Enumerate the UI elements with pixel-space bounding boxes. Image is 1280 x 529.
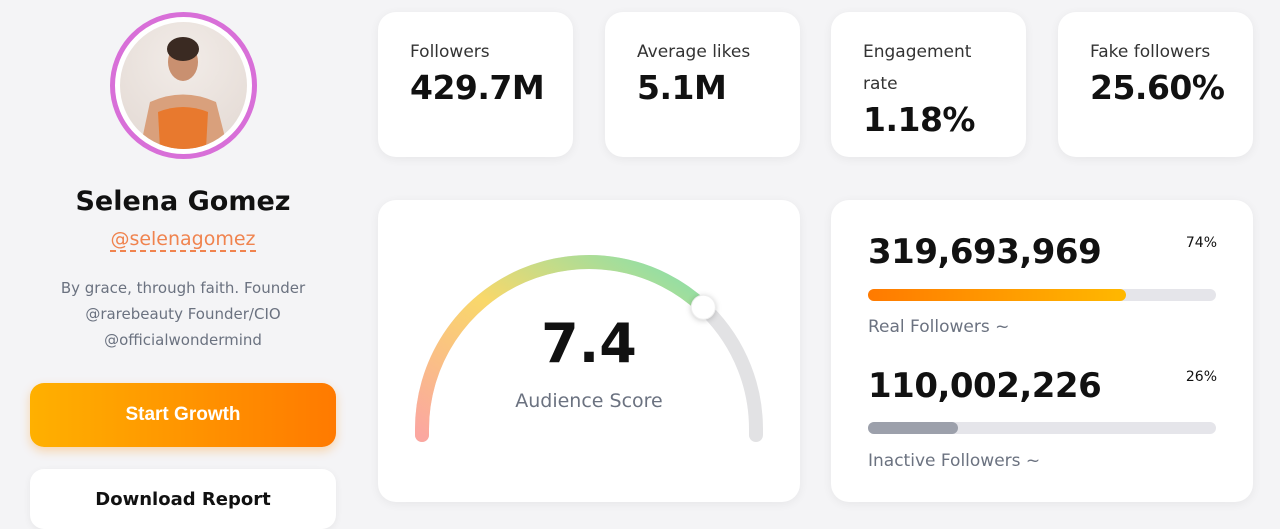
audience-score-value: 7.4 bbox=[541, 312, 637, 375]
bio-line: @officialwondermind bbox=[104, 331, 262, 349]
gauge-fill bbox=[415, 255, 711, 442]
real-followers-bar-fill bbox=[868, 289, 1126, 301]
audience-score-label: Audience Score bbox=[515, 390, 663, 412]
handle-link[interactable]: @selenagomez bbox=[110, 228, 256, 252]
bio-line: By grace, through faith. Founder bbox=[60, 279, 306, 297]
stat-label: Average likes bbox=[637, 42, 751, 62]
stat-value: 1.18% bbox=[863, 100, 976, 139]
stat-label: Followers bbox=[410, 42, 490, 62]
start-growth-button[interactable]: Start Growth bbox=[30, 383, 336, 447]
audience-score-card: 7.4 Audience Score bbox=[378, 200, 800, 502]
stat-label: Engagement rate bbox=[863, 42, 972, 94]
stat-card-fake-followers: Fake followers 25.60% bbox=[1058, 12, 1253, 157]
real-followers-percent: 74% bbox=[1185, 235, 1217, 251]
stat-value: 25.60% bbox=[1090, 68, 1225, 107]
stat-card-engagement-rate: Engagement rate 1.18% bbox=[831, 12, 1026, 157]
followers-breakdown-card: 319,693,969 74% Real Followers ~ 110,002… bbox=[831, 200, 1253, 502]
download-report-button[interactable]: Download Report bbox=[30, 469, 336, 529]
stat-card-average-likes: Average likes 5.1M bbox=[605, 12, 800, 157]
audience-score-gauge bbox=[415, 255, 763, 442]
real-followers-bar bbox=[868, 289, 1216, 301]
bio-line: @rarebeauty Founder/CIO bbox=[85, 305, 281, 323]
profile-photo bbox=[120, 22, 247, 149]
profile-avatar bbox=[110, 12, 257, 159]
inactive-followers-label: Inactive Followers ~ bbox=[868, 451, 1041, 471]
real-followers-label: Real Followers ~ bbox=[868, 317, 1010, 337]
stat-value: 429.7M bbox=[410, 68, 545, 107]
gauge-knob bbox=[690, 294, 716, 320]
inactive-followers-bar-fill bbox=[868, 422, 959, 434]
stat-label: Fake followers bbox=[1090, 42, 1211, 62]
inactive-followers-percent: 26% bbox=[1185, 369, 1217, 385]
profile-handle[interactable]: @selenagomez bbox=[0, 228, 366, 252]
stat-value: 5.1M bbox=[637, 68, 727, 107]
stat-card-followers: Followers 429.7M bbox=[378, 12, 573, 157]
inactive-followers-count: 110,002,226 bbox=[868, 366, 1102, 406]
profile-name: Selena Gomez bbox=[75, 186, 291, 217]
profile-bio: By grace, through faith. Founder @rarebe… bbox=[40, 275, 326, 353]
real-followers-count: 319,693,969 bbox=[868, 232, 1102, 272]
inactive-followers-bar bbox=[868, 422, 1216, 434]
